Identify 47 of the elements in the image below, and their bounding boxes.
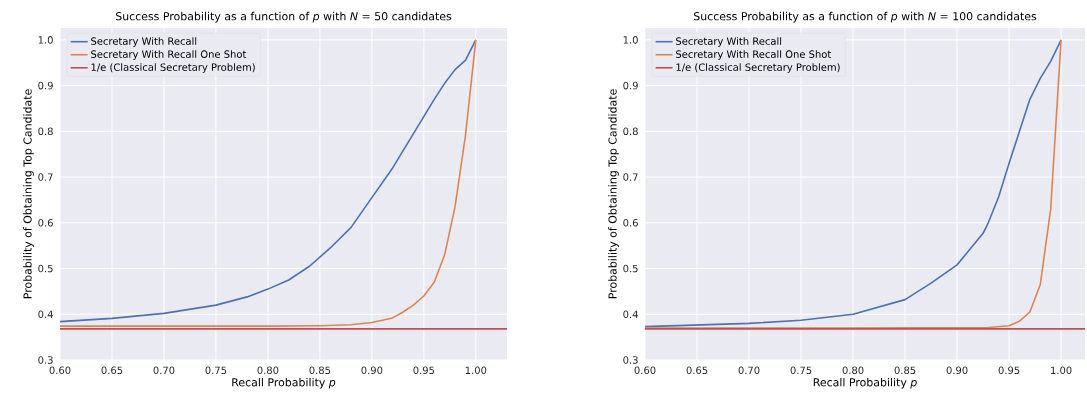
y-tick-label: 0.8	[38, 127, 53, 136]
legend-label: 1/e (Classical Secretary Problem)	[676, 63, 840, 73]
y-tick-label: 0.7	[623, 173, 638, 181]
chart-title: Success Probability as a function of p with N = 50 candidates	[115, 11, 452, 23]
y-tick-label: 0.3	[38, 356, 53, 364]
x-axis-title: Recall Probability p	[232, 377, 336, 389]
y-tick-label: 0.5	[623, 264, 638, 273]
x-tick-label: 0.90	[361, 366, 383, 375]
x-tick-label: 1.00	[465, 366, 487, 375]
x-axis-title: Recall Probability p	[813, 377, 917, 389]
x-tick-label: 0.80	[257, 366, 279, 375]
legend-label: Secretary With Recall One Shot	[91, 50, 247, 60]
y-tick-label: 0.6	[623, 219, 638, 227]
x-tick-label: 0.75	[790, 366, 812, 375]
y-tick-label: 0.6	[38, 219, 53, 227]
x-tick-label: 0.95	[998, 366, 1020, 375]
legend-label: Secretary With Recall	[676, 37, 782, 47]
y-tick-label: 0.9	[38, 81, 53, 90]
y-tick-label: 0.7	[38, 173, 53, 181]
legend-label: 1/e (Classical Secretary Problem)	[91, 63, 255, 73]
y-tick-label: 1.0	[38, 36, 53, 44]
x-tick-label: 0.90	[946, 366, 968, 375]
y-tick-label: 0.5	[38, 264, 53, 273]
x-tick-label: 1.00	[1051, 366, 1072, 375]
x-tick-label: 0.75	[205, 366, 227, 375]
y-tick-label: 0.4	[38, 310, 53, 319]
x-tick-label: 0.85	[894, 366, 916, 375]
y-tick-label: 0.9	[623, 81, 638, 90]
x-tick-label: 0.80	[842, 366, 864, 375]
line-series	[645, 39, 1062, 328]
x-tick-label: 0.65	[101, 366, 123, 375]
y-tick-label: 0.8	[623, 127, 638, 136]
y-tick-label: 0.4	[623, 310, 638, 319]
y-tick-label: 0.3	[623, 356, 638, 364]
y-axis-title: Probability of Obtaining Top Candidate	[23, 89, 34, 299]
x-tick-label: 0.60	[634, 366, 656, 375]
chart-title: Success Probability as a function of p with N = 100 candidates	[694, 11, 1037, 23]
x-tick-label: 0.85	[309, 366, 331, 375]
y-axis-title: Probability of Obtaining Top Candidate	[608, 89, 619, 299]
x-tick-label: 0.70	[153, 366, 175, 375]
legend-label: Secretary With Recall	[91, 37, 197, 47]
x-tick-label: 0.60	[49, 366, 71, 375]
legend-label: Secretary With Recall One Shot	[676, 50, 832, 60]
x-tick-label: 0.70	[738, 366, 760, 375]
x-tick-label: 0.95	[413, 366, 435, 375]
y-tick-label: 1.0	[623, 36, 638, 44]
x-tick-label: 0.65	[686, 366, 708, 375]
